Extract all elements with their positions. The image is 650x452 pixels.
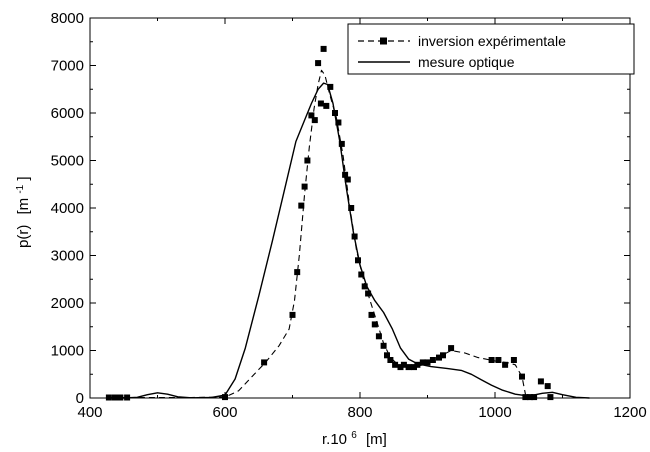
x-tick-label: 1200 [613,404,646,421]
y-tick-label: 3000 [51,248,84,265]
data-point [261,359,268,366]
data-point [429,357,436,363]
data-point [384,352,390,359]
data-point [392,361,399,368]
y-tick-label: 8000 [51,10,84,27]
legend-box [347,23,635,75]
y-tick-label: 6000 [51,105,84,122]
y-tick-label: 0 [76,390,84,407]
data-point [424,359,431,366]
data-point [361,283,368,290]
data-point [298,202,305,209]
data-point [510,357,517,363]
x-axis-title-exponent: 6 [351,430,357,441]
series-line-inversion [108,69,527,399]
data-point [301,183,308,190]
plot-frame [89,17,631,399]
y-axis-title-unit-close: ] [15,176,32,180]
data-point [397,364,404,371]
data-point [294,269,301,276]
x-tick-label: 800 [347,404,372,421]
x-tick-label: 600 [212,404,237,421]
data-point [547,394,554,401]
data-point [544,383,551,390]
data-point [375,333,382,340]
data-point [519,373,525,380]
x-axis-title-unit: [m] [366,431,387,448]
y-tick-label: 2000 [51,295,84,312]
data-point [411,364,417,371]
y-tick-label: 7000 [51,58,84,75]
y-tick-label: 4000 [51,200,84,217]
data-point [531,394,538,401]
data-point [355,257,361,264]
data-point [338,140,345,147]
data-point [522,394,529,401]
axis-ticks: 400 600 800 1000 1200 0 1000 2000 3000 4000 5000 60… [51,10,647,421]
data-point [405,364,412,371]
data-point [317,100,324,107]
x-tick-label: 1000 [478,404,511,421]
data-point [537,378,544,385]
data-point [327,83,334,90]
y-axis-title-base: p(r) [15,225,32,248]
x-tick-label: 400 [77,404,102,421]
y-axis-title-exponent: -1 [15,184,26,193]
y-tick-label: 1000 [51,343,84,360]
data-point [105,394,112,401]
plot-area [89,17,631,401]
legend-marker-inversion [380,37,387,45]
data-point [315,60,322,67]
data-point [419,359,426,366]
data-point [323,102,330,109]
series-line-mesure [110,82,590,399]
legend-label-mesure: mesure optique [418,54,515,70]
data-point [311,117,318,124]
data-point [348,205,355,211]
data-point [308,112,315,119]
data-point [365,290,372,297]
data-point [358,271,365,278]
legend: inversion expérimentale mesure optique [347,23,635,75]
data-point [436,354,442,361]
data-point [368,311,375,318]
data-point [502,361,509,368]
data-point [527,394,534,401]
y-axis-title: p(r) [m -1 ] [10,176,32,248]
data-point [371,321,378,328]
data-point [320,45,327,52]
x-axis-title: r.10 6 [m] [322,425,387,448]
y-tick-label: 5000 [51,153,84,170]
data-point [304,157,311,164]
y-axis-title-unit-open: [m [15,198,32,215]
data-point [495,357,502,363]
data-point [344,176,351,183]
data-point [488,357,495,363]
data-point [448,345,455,352]
x-axis-title-base: r.10 [322,431,347,448]
legend-label-inversion: inversion expérimentale [418,33,566,49]
data-point [414,361,421,368]
data-point [335,119,342,126]
data-point [289,311,296,318]
data-point [380,342,387,349]
data-point [400,361,407,368]
data-point [387,357,394,363]
data-point [440,352,446,359]
